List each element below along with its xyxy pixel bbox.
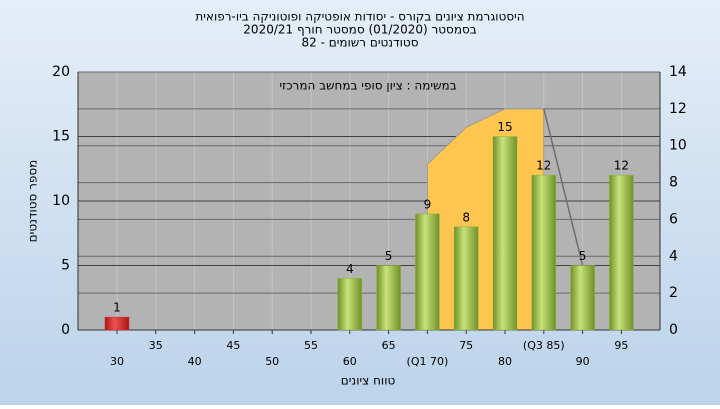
y2-tick-label: 12	[669, 101, 687, 117]
bar-value-label: 1	[113, 301, 121, 315]
y-tick-label: 20	[52, 64, 70, 80]
bar-value-label: 5	[385, 249, 393, 263]
y-tick-label: 15	[52, 129, 70, 145]
bar	[531, 174, 557, 331]
y2-tick-label: 2	[669, 285, 678, 301]
x-tick-label: (Q1 70)	[407, 355, 449, 368]
line	[543, 108, 584, 266]
bar-value-label: 8	[462, 210, 470, 224]
bar-value-label: 12	[536, 159, 551, 173]
x-tick-label: 65	[382, 339, 396, 352]
bar-value-label: 4	[346, 262, 354, 276]
y-tick-label: 10	[52, 193, 70, 209]
bar	[337, 278, 363, 331]
bar-value-label: 9	[424, 197, 432, 211]
bar	[609, 174, 634, 331]
y-tick-label: 0	[61, 322, 70, 338]
bar	[453, 226, 479, 331]
y-axis-label: מספר סטודנטים	[26, 160, 40, 243]
y2-tick-label: 4	[669, 248, 678, 264]
x-tick-label: 50	[265, 355, 279, 368]
bar-value-label: 5	[579, 249, 587, 263]
bar	[570, 265, 595, 331]
bar	[104, 316, 130, 331]
y2-tick-label: 6	[669, 211, 678, 227]
bar	[492, 136, 518, 331]
x-axis-label: טווח ציונים	[341, 374, 396, 388]
bar	[415, 213, 440, 331]
x-tick-label: 45	[226, 339, 240, 352]
x-tick-label: 95	[614, 339, 628, 352]
x-tick-label: 60	[343, 355, 357, 368]
bar	[376, 265, 401, 331]
bar-value-label: 12	[614, 159, 629, 173]
x-tick-label: 90	[576, 355, 590, 368]
y2-tick-label: 0	[669, 322, 678, 338]
x-tick-label: 75	[459, 339, 473, 352]
chart-subtitle: סטודנטים רשומים - 82	[301, 36, 418, 50]
y2-tick-label: 8	[669, 175, 678, 191]
x-tick-label: 80	[498, 355, 512, 368]
y2-tick-label: 10	[669, 138, 687, 154]
y-tick-label: 5	[61, 258, 70, 274]
x-tick-label: 30	[110, 355, 124, 368]
annotation: במשימה : ציון סופי במחשב המרכזי	[279, 79, 456, 93]
x-tick-label: 55	[304, 339, 318, 352]
chart-title: היסטוגרמת ציונים בקורס - יסודות אופטיקה …	[195, 10, 524, 24]
x-tick-label: 35	[149, 339, 163, 352]
y2-tick-label: 14	[669, 64, 687, 80]
x-tick-label: 40	[188, 355, 202, 368]
x-tick-label: (Q3 85)	[523, 339, 565, 352]
bar-value-label: 15	[497, 120, 512, 134]
chart-subtitle: בסמסטר (01/2020) סמסטר חורף 2020/21	[243, 23, 476, 37]
